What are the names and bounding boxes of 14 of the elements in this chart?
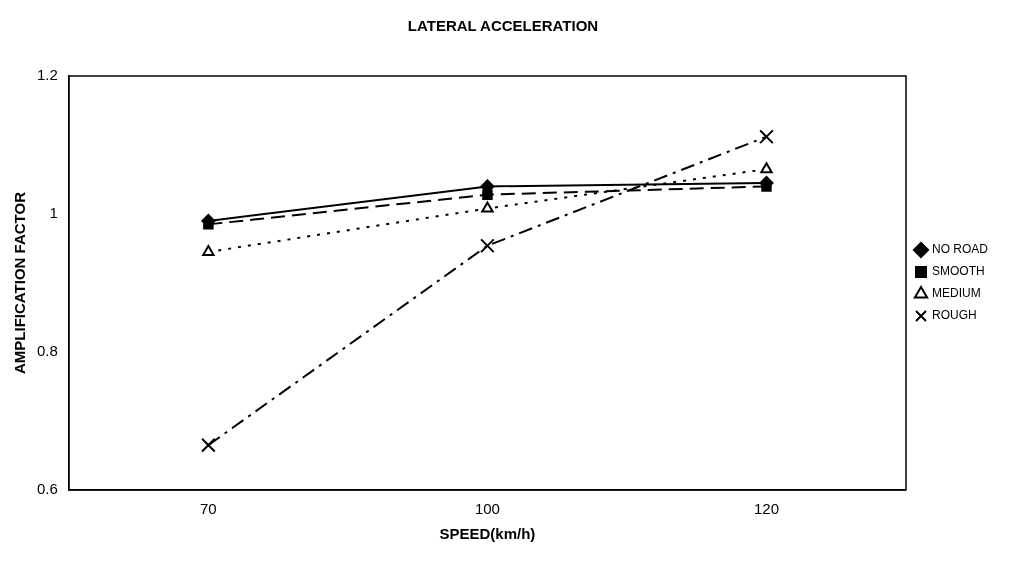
- chart-title: LATERAL ACCELERATION: [407, 17, 599, 35]
- legend-label: SMOOTH: [932, 264, 985, 279]
- x-tick-label: 70: [200, 500, 217, 518]
- y-tick-label: 0.6: [36, 480, 58, 498]
- legend-label: ROUGH: [932, 308, 977, 323]
- y-tick-label: 1.2: [36, 66, 58, 84]
- legend-label: NO ROAD: [932, 242, 989, 257]
- y-tick-label: 0.8: [36, 342, 58, 360]
- y-tick-label: 1: [49, 204, 58, 222]
- legend-label: MEDIUM: [932, 286, 981, 301]
- y-axis-title: AMPLIFICATION FACTOR: [11, 191, 29, 374]
- x-axis-title: SPEED(km/h): [439, 525, 536, 543]
- x-tick-label: 100: [474, 500, 500, 518]
- x-tick-label: 120: [753, 500, 779, 518]
